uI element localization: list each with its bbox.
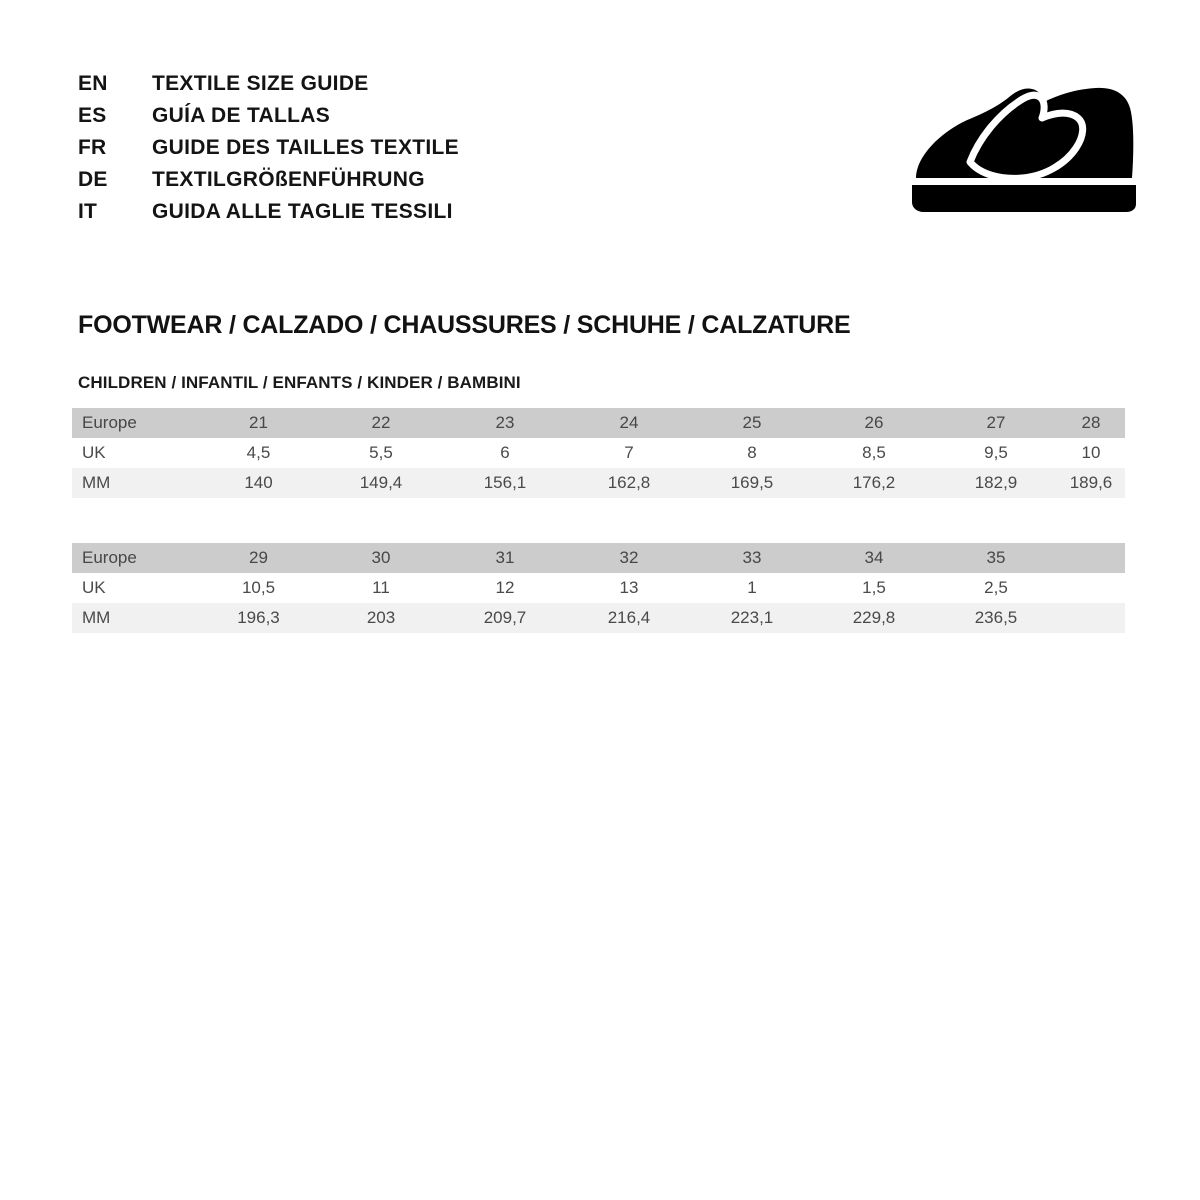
table-cell: 10: [1081, 443, 1101, 462]
table-cell: 13: [619, 578, 639, 597]
table-cell: 12: [495, 578, 515, 597]
table-cell: 26: [864, 413, 884, 432]
table-cell: 182,9: [974, 473, 1018, 492]
table-cell: 156,1: [483, 473, 527, 492]
table-cell: 140: [244, 473, 273, 492]
language-code-es: ES: [78, 104, 107, 127]
table-cell: 21: [249, 413, 268, 432]
table-cell: 6: [500, 443, 510, 462]
language-code-it: IT: [78, 200, 98, 223]
table-cell: 176,2: [852, 473, 896, 492]
language-title-es: GUÍA DE TALLAS: [152, 104, 331, 127]
table-cell: 5,5: [369, 443, 393, 462]
row-label-uk: UK: [82, 443, 106, 462]
language-row-it: IT GUIDA ALLE TAGLIE TESSILI: [78, 196, 598, 228]
page-title: FOOTWEAR / CALZADO / CHAUSSURES / SCHUHE…: [78, 311, 851, 339]
table-cell: 1,5: [862, 578, 886, 597]
row-label-mm: MM: [82, 473, 111, 492]
table-cell: 31: [495, 548, 515, 567]
table-cell: 196,3: [237, 608, 280, 627]
table-cell: 8,5: [862, 443, 886, 462]
table-cell: 169,5: [730, 473, 774, 492]
shoe-icon: [908, 78, 1148, 218]
row-label-europe: Europe: [82, 548, 137, 567]
table-cell: 9,5: [984, 443, 1008, 462]
table-cell: 223,1: [730, 608, 774, 627]
children-size-table-part-2: Europe 29 30 31 32 33 34 35 UK 10,5 11 1…: [72, 543, 1125, 633]
table-cell: 8: [747, 443, 757, 462]
language-code-fr: FR: [78, 136, 107, 159]
table-cell-empty: [1057, 603, 1125, 633]
table-cell: 33: [742, 548, 762, 567]
language-title-list: EN TEXTILE SIZE GUIDE ES GUÍA DE TALLAS …: [78, 68, 598, 228]
language-title-de: TEXTILGRÖßENFÜHRUNG: [152, 168, 425, 191]
language-code-en: EN: [78, 72, 108, 95]
table-cell: 10,5: [241, 578, 276, 597]
language-title-en: TEXTILE SIZE GUIDE: [152, 72, 369, 95]
table-cell: 28: [1081, 413, 1101, 432]
language-row-de: DE TEXTILGRÖßENFÜHRUNG: [78, 164, 598, 196]
table-row: MM 196,3 203 209,7 216,4 223,1 229,8 236…: [72, 603, 1125, 633]
table-cell: 216,4: [607, 608, 651, 627]
table-cell: 209,7: [483, 608, 527, 627]
table-cell: 22: [371, 413, 391, 432]
table-cell-empty: [1057, 543, 1125, 573]
section-subtitle-children: CHILDREN / INFANTIL / ENFANTS / KINDER /…: [78, 373, 521, 392]
table-cell: 236,5: [974, 608, 1018, 627]
table-cell: 30: [371, 548, 391, 567]
children-size-table-part-1: Europe 21 22 23 24 25 26 27 28 UK 4,5 5,…: [72, 408, 1125, 498]
language-code-de: DE: [78, 168, 108, 191]
table-row: UK 4,5 5,5 6 7 8 8,5 9,5 10: [72, 438, 1125, 468]
language-row-fr: FR GUIDE DES TAILLES TEXTILE: [78, 132, 598, 164]
table-cell: 1: [747, 578, 757, 597]
table-cell: 24: [619, 413, 639, 432]
table-cell: 11: [372, 578, 390, 597]
row-label-europe: Europe: [82, 413, 137, 432]
language-title-it: GUIDA ALLE TAGLIE TESSILI: [152, 200, 453, 223]
table-cell: 149,4: [359, 473, 403, 492]
table-cell: 7: [624, 443, 634, 462]
table-cell: 229,8: [852, 608, 896, 627]
table-cell: 23: [495, 413, 515, 432]
row-label-mm: MM: [82, 608, 111, 627]
table-row: Europe 29 30 31 32 33 34 35: [72, 543, 1125, 573]
table-cell: 162,8: [607, 473, 651, 492]
table-cell: 4,5: [246, 443, 271, 462]
table-cell: 32: [619, 548, 639, 567]
table-cell: 29: [249, 548, 268, 567]
table-row: Europe 21 22 23 24 25 26 27 28: [72, 408, 1125, 438]
table-cell: 25: [742, 413, 762, 432]
row-label-uk: UK: [82, 578, 106, 597]
table-row: MM 140 149,4 156,1 162,8 169,5 176,2 182…: [72, 468, 1125, 498]
table-cell: 203: [366, 608, 396, 627]
table-cell-empty: [1057, 573, 1125, 603]
table-cell: 35: [986, 548, 1006, 567]
table-cell: 34: [864, 548, 884, 567]
table-cell: 2,5: [984, 578, 1008, 597]
language-title-fr: GUIDE DES TAILLES TEXTILE: [152, 136, 459, 159]
table-cell: 189,6: [1069, 473, 1113, 492]
table-row: UK 10,5 11 12 13 1 1,5 2,5: [72, 573, 1125, 603]
language-row-es: ES GUÍA DE TALLAS: [78, 100, 598, 132]
table-cell: 27: [986, 413, 1006, 432]
language-row-en: EN TEXTILE SIZE GUIDE: [78, 68, 598, 100]
